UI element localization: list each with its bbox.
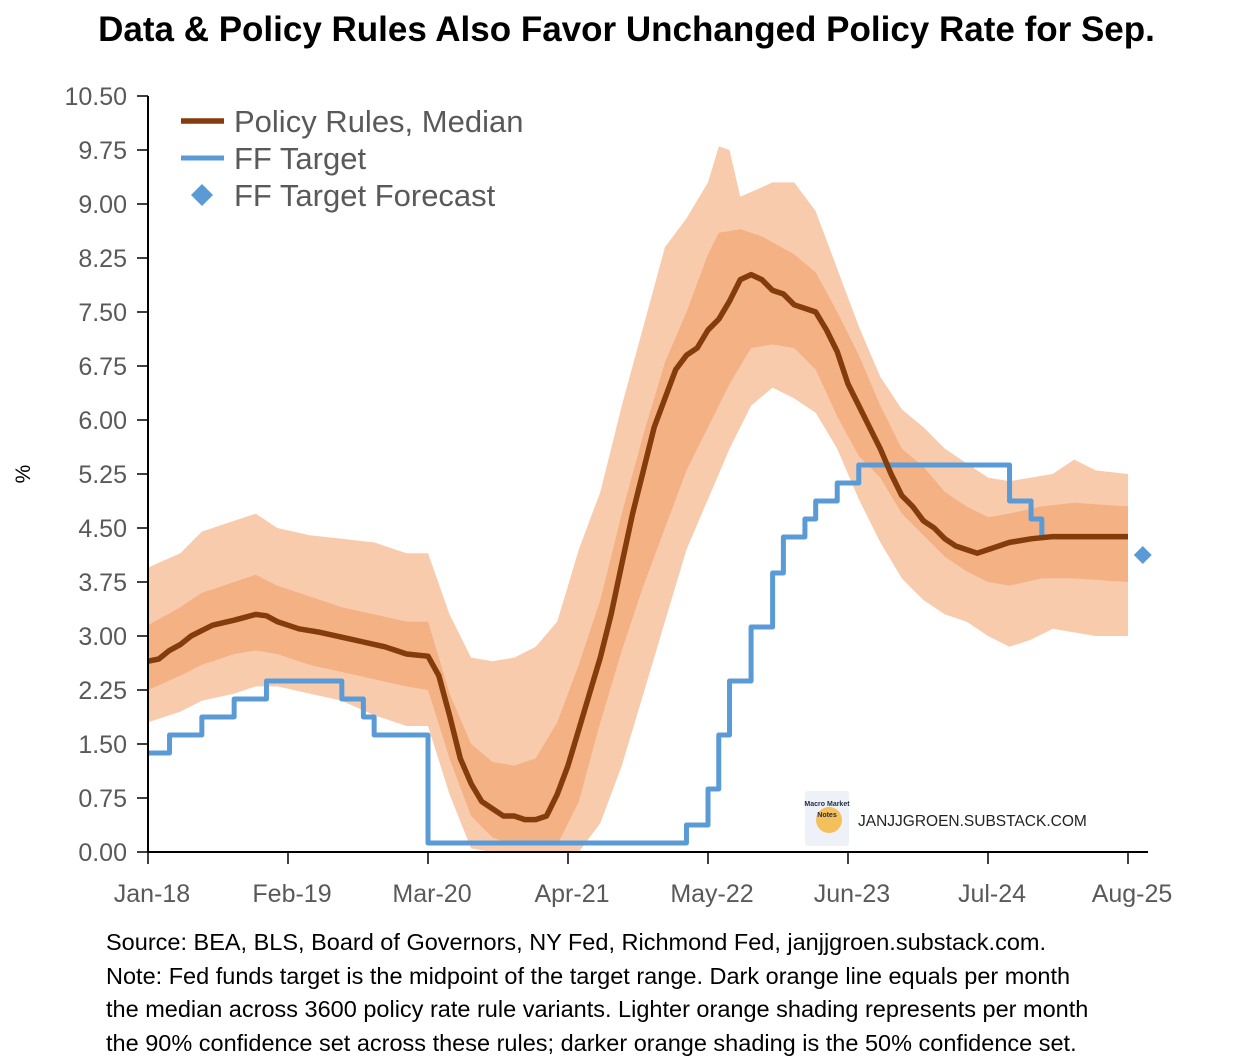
y-tick-label: 3.00 <box>78 623 127 651</box>
x-tick-label: Jul-24 <box>958 880 1026 908</box>
y-tick-label: 10.50 <box>64 83 127 111</box>
y-tick-label: 6.75 <box>78 353 127 381</box>
source-note: Source: BEA, BLS, Board of Governors, NY… <box>106 926 1088 960</box>
y-tick-label: 6.00 <box>78 407 127 435</box>
y-tick-label: 3.75 <box>78 569 127 597</box>
y-tick-label: 1.50 <box>78 731 127 759</box>
y-tick-label: 8.25 <box>78 245 127 273</box>
chart-notes: Source: BEA, BLS, Board of Governors, NY… <box>106 926 1088 1060</box>
x-tick-label: Feb-19 <box>252 880 331 908</box>
note-line: the median across 3600 policy rate rule … <box>106 993 1088 1027</box>
y-tick-label: 2.25 <box>78 677 127 705</box>
y-axis-label: % <box>12 465 35 484</box>
y-tick-label: 5.25 <box>78 461 127 489</box>
logo-image <box>816 807 842 833</box>
legend-label: FF Target Forecast <box>234 178 496 213</box>
watermark: Macro Market Notes JANJJGROEN.SUBSTACK.C… <box>804 791 1086 846</box>
chart: 0.00 0.75 1.50 2.25 3.00 3.75 4.50 5.25 6.00 6.75… <box>0 0 1253 920</box>
legend-label: Policy Rules, Median <box>234 104 523 139</box>
y-tick-label: 9.75 <box>78 137 127 165</box>
x-tick-label: May-22 <box>670 880 753 908</box>
legend-swatch-forecast <box>191 184 213 206</box>
x-tick-label: Jan-18 <box>114 880 190 908</box>
legend-label: FF Target <box>234 141 366 176</box>
logo-text: Macro Market <box>804 801 850 808</box>
x-tick-label: Aug-25 <box>1092 880 1173 908</box>
y-tick-label: 4.50 <box>78 515 127 543</box>
note-line: Note: Fed funds target is the midpoint o… <box>106 960 1088 994</box>
y-tick-label: 7.50 <box>78 299 127 327</box>
x-tick-label: Apr-21 <box>534 880 609 908</box>
logo-text: Notes <box>817 812 837 819</box>
note-line: the 90% confidence set across these rule… <box>106 1027 1088 1060</box>
x-tick-label: Jun-23 <box>814 880 890 908</box>
watermark-site: JANJJGROEN.SUBSTACK.COM <box>858 813 1087 830</box>
y-tick-label: 0.00 <box>78 839 127 867</box>
ff-forecast-point <box>1134 546 1152 564</box>
y-tick-label: 0.75 <box>78 785 127 813</box>
x-tick-label: Mar-20 <box>392 880 471 908</box>
y-tick-label: 9.00 <box>78 191 127 219</box>
